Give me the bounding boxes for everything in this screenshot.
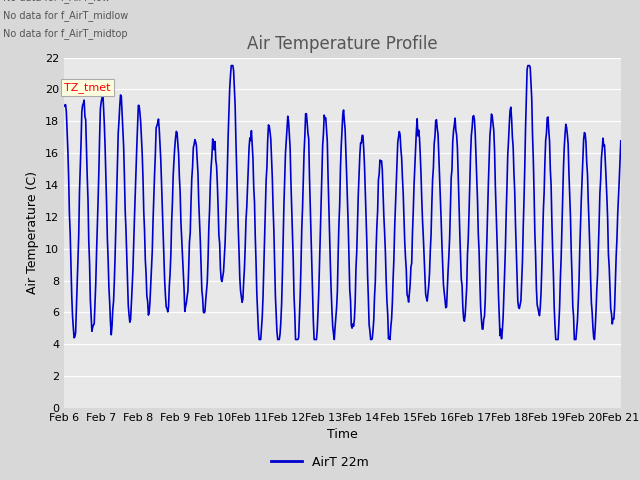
Text: No data for f_AirT_low: No data for f_AirT_low bbox=[3, 0, 110, 3]
Y-axis label: Air Temperature (C): Air Temperature (C) bbox=[26, 171, 39, 294]
Legend: AirT 22m: AirT 22m bbox=[266, 451, 374, 474]
Text: No data for f_AirT_midtop: No data for f_AirT_midtop bbox=[3, 28, 128, 39]
Text: No data for f_AirT_midlow: No data for f_AirT_midlow bbox=[3, 10, 129, 21]
Title: Air Temperature Profile: Air Temperature Profile bbox=[247, 35, 438, 53]
Text: TZ_tmet: TZ_tmet bbox=[64, 82, 111, 93]
X-axis label: Time: Time bbox=[327, 429, 358, 442]
